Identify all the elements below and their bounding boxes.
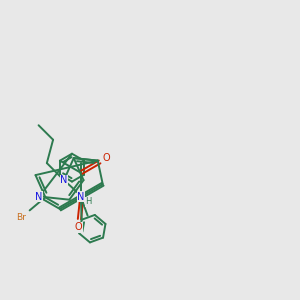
Text: O: O [75, 222, 83, 232]
Text: N: N [60, 175, 68, 185]
Text: H: H [85, 197, 92, 206]
Text: N: N [77, 192, 85, 202]
Text: O: O [103, 153, 111, 163]
Text: N: N [35, 192, 43, 202]
Text: Br: Br [16, 213, 26, 222]
